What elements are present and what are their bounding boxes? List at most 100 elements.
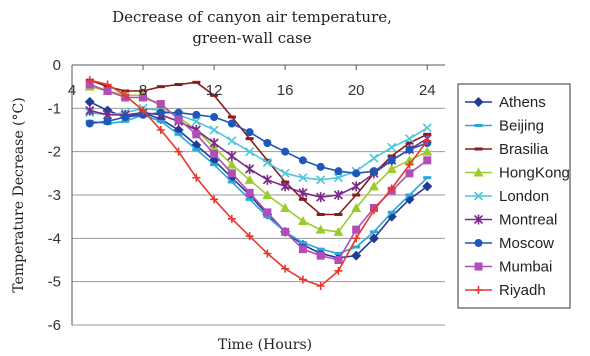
data-point-beijing-4	[156, 119, 165, 123]
data-point-beijing-6	[192, 148, 201, 151]
data-point-moscow-17	[387, 156, 396, 165]
y-tick-label-3: -3	[48, 187, 61, 204]
data-point-moscow-2	[121, 113, 130, 121]
data-point-mumbai-1	[103, 87, 112, 95]
x-tick-label-4: 20	[348, 82, 365, 99]
legend-item-montreal: Montreal	[465, 212, 557, 229]
data-point-brasilia-9	[245, 137, 254, 141]
data-point-moscow-18	[405, 145, 414, 154]
data-point-mumbai-14	[334, 256, 343, 264]
data-point-hongkong-10	[262, 190, 273, 199]
data-point-hongkong-17	[386, 164, 397, 173]
data-point-moscow-16	[369, 167, 378, 176]
data-point-montreal-7	[209, 138, 219, 148]
data-point-montreal-0	[85, 105, 95, 116]
data-point-moscow-0	[85, 119, 94, 128]
data-point-athens-15	[351, 250, 362, 261]
data-point-beijing-18	[405, 193, 414, 197]
data-point-london-8	[227, 136, 237, 146]
series-line-moscow	[89, 111, 428, 175]
x-tick-label-5: 24	[419, 82, 436, 99]
data-point-london-10	[262, 157, 272, 168]
data-point-montreal-10	[262, 174, 272, 185]
data-point-riyadh-11	[281, 264, 290, 273]
data-point-montreal-15	[351, 181, 361, 192]
data-point-mumbai-9	[245, 188, 254, 197]
legend-item-london: London	[465, 188, 549, 205]
data-point-mumbai-4	[156, 100, 165, 108]
data-point-hongkong-11	[280, 203, 291, 212]
data-point-hongkong-8	[226, 159, 237, 169]
data-point-brasilia-18	[405, 141, 414, 145]
data-point-riyadh-4	[156, 126, 165, 134]
data-point-montreal-8	[227, 151, 237, 161]
data-point-montreal-13	[316, 192, 326, 203]
data-point-hongkong-15	[351, 203, 362, 212]
data-point-mumbai-8	[227, 169, 236, 178]
legend-item-mumbai: Mumbai	[465, 259, 552, 276]
data-point-riyadh-6	[192, 173, 201, 182]
data-point-moscow-8	[227, 119, 236, 128]
data-point-moscow-14	[334, 167, 343, 176]
data-point-brasilia-13	[316, 213, 325, 216]
data-point-athens-16	[368, 233, 379, 244]
data-point-beijing-2	[121, 119, 130, 123]
series-lines	[84, 76, 433, 290]
legend-label-london: London	[499, 188, 549, 205]
x-tick-label-3: 16	[277, 82, 294, 99]
legend-item-moscow: Moscow	[465, 235, 554, 252]
y-tick-label-5: -5	[48, 274, 61, 291]
y-tick-label-1: -1	[48, 100, 61, 117]
data-point-riyadh-7	[210, 195, 219, 204]
series-beijing	[85, 113, 432, 255]
legend-item-hongkong: HongKong	[465, 165, 570, 182]
data-point-montreal-9	[245, 164, 255, 174]
data-point-mumbai-0	[85, 80, 94, 89]
data-point-moscow-10	[263, 139, 272, 147]
legend-label-brasilia: Brasilia	[499, 141, 549, 158]
data-point-riyadh-0	[85, 76, 94, 85]
legend-label-riyadh: Riyadh	[499, 282, 546, 299]
data-point-athens-0	[84, 96, 95, 107]
data-point-riyadh-5	[174, 147, 183, 156]
legend-marker-london	[473, 191, 484, 201]
data-point-mumbai-18	[405, 169, 414, 178]
data-point-moscow-5	[174, 108, 183, 117]
data-point-brasilia-5	[174, 83, 183, 86]
legend-marker-brasilia	[474, 147, 483, 151]
data-point-london-6	[191, 116, 201, 126]
legend-label-montreal: Montreal	[499, 212, 557, 229]
data-point-london-13	[316, 175, 326, 185]
data-point-beijing-13	[316, 247, 325, 251]
data-point-riyadh-16	[369, 206, 378, 215]
chart-title-line-2: green-wall case	[192, 29, 311, 47]
legend-label-mumbai: Mumbai	[499, 259, 552, 276]
data-point-brasilia-8	[227, 115, 236, 119]
data-point-mumbai-12	[298, 245, 307, 254]
data-point-london-19	[422, 123, 432, 133]
data-point-mumbai-19	[423, 156, 432, 165]
gridlines	[72, 64, 445, 326]
data-point-riyadh-12	[298, 275, 307, 284]
legend-marker-montreal	[473, 214, 484, 225]
axes	[71, 64, 445, 325]
data-point-beijing-5	[174, 132, 183, 136]
data-point-hongkong-13	[315, 224, 326, 234]
data-point-moscow-7	[210, 113, 219, 121]
data-point-london-9	[245, 147, 255, 157]
series-riyadh	[85, 76, 432, 290]
x-axis-label: Time (Hours)	[218, 337, 312, 353]
data-point-riyadh-8	[227, 214, 236, 223]
y-tick-label-4: -4	[48, 230, 61, 247]
data-point-beijing-9	[245, 197, 254, 201]
legend-marker-athens	[473, 97, 484, 107]
data-point-london-17	[387, 142, 397, 152]
legend-label-athens: Athens	[499, 94, 546, 111]
x-tick-label-1: 8	[139, 82, 147, 99]
data-point-riyadh-10	[263, 249, 272, 258]
data-point-moscow-4	[156, 108, 165, 117]
data-point-riyadh-14	[334, 266, 343, 275]
data-point-beijing-8	[227, 180, 236, 184]
data-point-brasilia-10	[263, 158, 272, 162]
data-point-beijing-15	[352, 245, 361, 249]
